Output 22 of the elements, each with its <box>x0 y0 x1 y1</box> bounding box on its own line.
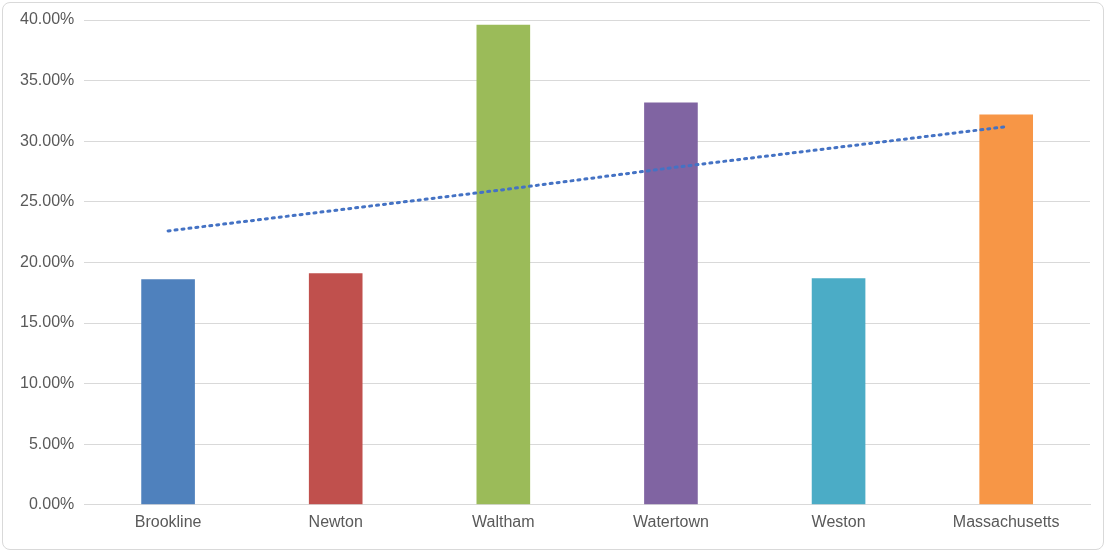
x-tick-label: Massachusetts <box>952 512 1060 530</box>
x-tick-label: Brookline <box>134 512 202 530</box>
y-tick-label: 15.00% <box>20 313 75 331</box>
y-tick-label: 20.00% <box>20 252 75 270</box>
y-tick-label: 35.00% <box>20 71 75 89</box>
y-tick-label: 0.00% <box>28 495 75 513</box>
bar <box>979 114 1034 505</box>
y-tick-label: 25.00% <box>20 192 75 210</box>
bar <box>141 279 195 505</box>
x-tick-label: Newton <box>308 512 363 530</box>
y-tick-label: 5.00% <box>28 434 75 452</box>
y-tick-label: 10.00% <box>20 374 75 392</box>
bar <box>308 273 363 505</box>
bar <box>811 278 866 505</box>
bar <box>644 102 698 505</box>
x-tick-label: Weston <box>811 512 866 530</box>
y-tick-label: 40.00% <box>20 10 75 28</box>
x-tick-label: Watertown <box>633 512 709 530</box>
line-series <box>166 125 1008 233</box>
y-tick-label: 30.00% <box>20 131 75 149</box>
x-tick-label: Waltham <box>472 512 535 530</box>
bar <box>476 24 531 505</box>
